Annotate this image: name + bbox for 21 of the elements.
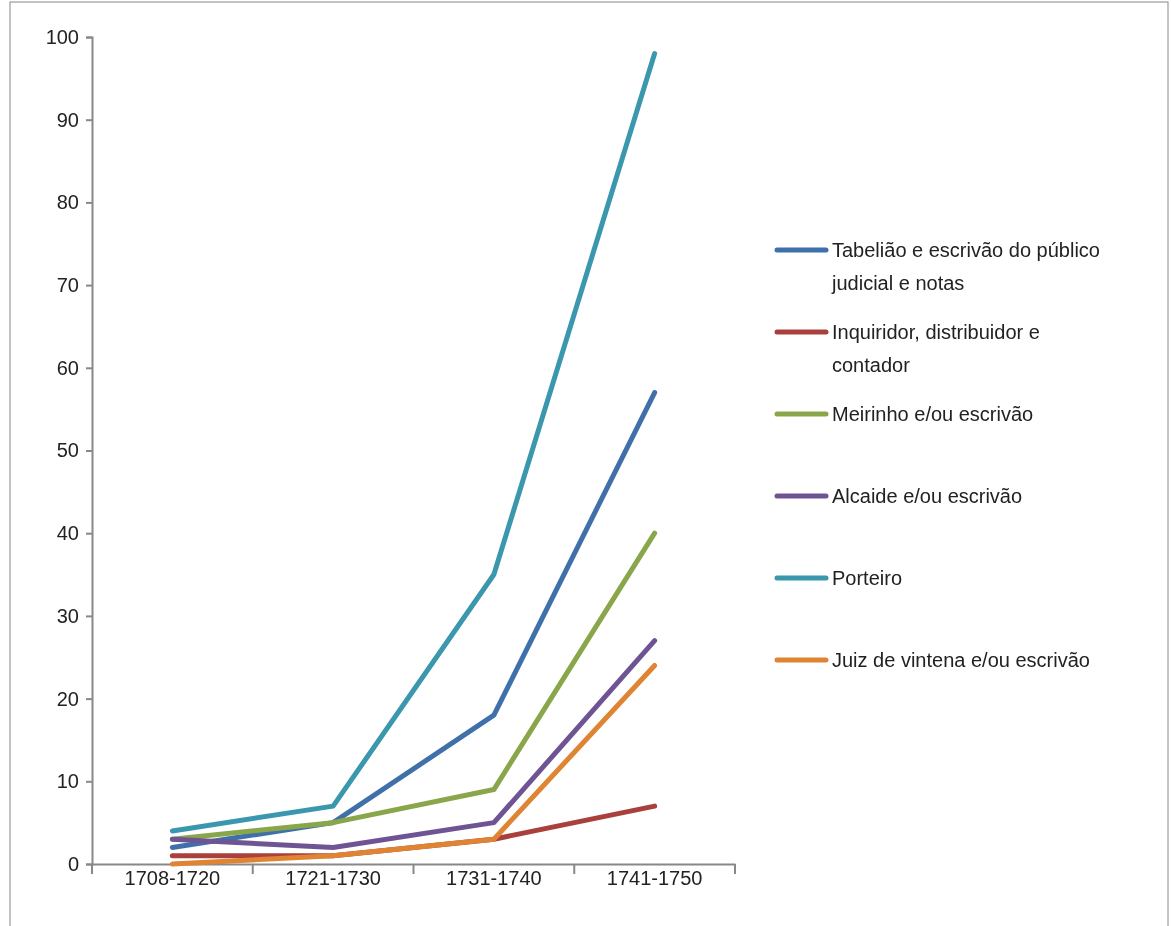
y-tick-label: 100 bbox=[45, 25, 79, 48]
y-tick-label: 10 bbox=[56, 770, 79, 793]
x-tick-label: 1731-1740 bbox=[446, 867, 542, 889]
y-tick-label: 60 bbox=[56, 356, 79, 379]
y-tick-label: 20 bbox=[56, 687, 79, 710]
y-tick-label: 50 bbox=[56, 439, 79, 462]
y-tick-label: 90 bbox=[56, 108, 79, 131]
y-tick-label: 30 bbox=[56, 604, 79, 627]
legend-label: Meirinho e/ou escrivão bbox=[832, 403, 1034, 425]
y-tick-label: 40 bbox=[56, 522, 79, 545]
y-tick-label: 0 bbox=[67, 852, 79, 875]
legend-label: Alcaide e/ou escrivão bbox=[832, 485, 1023, 507]
y-tick-label: 70 bbox=[56, 274, 79, 296]
y-tick-label: 80 bbox=[56, 191, 79, 214]
x-tick-label: 1708-1720 bbox=[124, 867, 221, 889]
legend-label: Porteiro bbox=[832, 567, 903, 589]
legend-label: Tabelião e escrivão do público judicial e notas bbox=[831, 239, 1100, 294]
x-tick-label: 1741-1750 bbox=[606, 867, 703, 889]
x-tick-label: 1721-1730 bbox=[285, 867, 381, 889]
legend-label: Inquiridor, distribuidor e contador bbox=[832, 321, 1040, 376]
legend-label: Juiz de vintena e/ou escrivão bbox=[832, 649, 1090, 671]
